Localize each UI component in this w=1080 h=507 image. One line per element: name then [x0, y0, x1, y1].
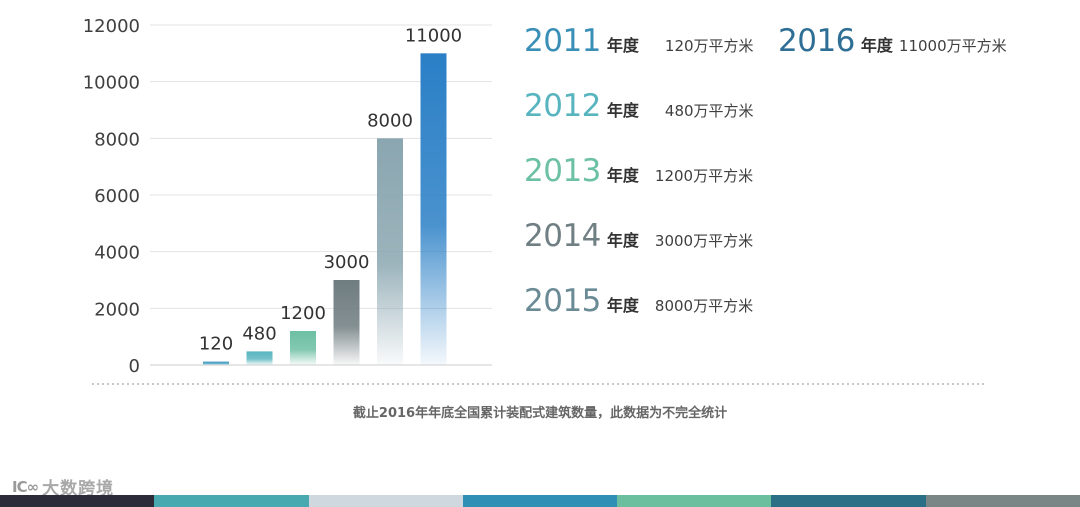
legend-unit: 年度: [606, 296, 639, 315]
data-label: 120: [199, 334, 233, 355]
logo-mark: IC∞: [12, 477, 39, 496]
dotted-divider: [92, 383, 986, 385]
bars: [203, 53, 447, 365]
y-axis: 0 2000 4000 6000 8000 10000 12000: [83, 16, 140, 377]
band-segment: [0, 495, 155, 507]
legend-unit: 年度: [860, 36, 893, 55]
bar-2015: [377, 138, 403, 365]
legend-amount: 8000万平方米: [654, 297, 754, 315]
legend-amount: 11000万平方米: [898, 37, 1007, 55]
band-segment: [462, 495, 618, 507]
data-label: 8000: [367, 110, 413, 131]
legend-amount: 1200万平方米: [654, 167, 754, 185]
legend-year: 2016: [778, 23, 855, 59]
band-segment: [617, 495, 772, 507]
legend-unit: 年度: [606, 36, 639, 55]
logo: IC∞ 大数跨境: [12, 474, 115, 500]
legend-item-2012: 2012 年度 480万平方米: [524, 91, 754, 122]
legend-unit: 年度: [606, 166, 639, 185]
bar-2011: [203, 361, 229, 365]
y-tick-label: 4000: [94, 243, 140, 264]
band-segment: [771, 495, 926, 507]
legend-year: 2013: [524, 153, 601, 189]
bar-2014: [333, 280, 360, 365]
legend-amount: 120万平方米: [664, 37, 754, 55]
legend-year: 2012: [524, 88, 601, 124]
y-tick-label: 10000: [83, 73, 140, 94]
y-tick-label: 8000: [94, 129, 140, 150]
band-segment: [154, 495, 309, 507]
bottom-color-band: [0, 495, 1080, 507]
legend-amount: 480万平方米: [664, 102, 754, 120]
bar-2016: [420, 53, 447, 365]
band-segment: [308, 495, 463, 507]
y-tick-label: 2000: [94, 299, 140, 320]
legend-item-2013: 2013 年度 1200万平方米: [524, 156, 753, 187]
legend-item-2014: 2014 年度 3000万平方米: [524, 221, 753, 252]
y-tick-label: 12000: [83, 16, 140, 37]
legend-unit: 年度: [606, 101, 639, 120]
legend-item-2015: 2015 年度 8000万平方米: [524, 286, 753, 317]
bar-2013: [290, 331, 316, 365]
legend-year: 2011: [524, 23, 601, 59]
legend-amount: 3000万平方米: [654, 232, 754, 250]
legend-unit: 年度: [606, 231, 639, 250]
y-tick-label: 6000: [94, 186, 140, 207]
data-label: 1200: [280, 303, 326, 324]
chart-caption: 截止2016年年底全国累计装配式建筑数量，此数据为不完全统计: [352, 406, 728, 421]
legend-item-2011: 2011 年度 120万平方米: [524, 26, 754, 57]
bar-2012: [246, 351, 273, 365]
data-label: 480: [242, 323, 276, 344]
data-label: 3000: [324, 252, 370, 273]
y-tick-label: 0: [129, 356, 140, 377]
data-label: 11000: [405, 25, 462, 46]
logo-text: 大数跨境: [42, 479, 115, 499]
band-segment: [925, 495, 1080, 507]
legend-item-2016: 2016 年度 11000万平方米: [778, 26, 1007, 57]
legend-year: 2015: [524, 283, 601, 319]
legend-year: 2014: [524, 218, 601, 254]
